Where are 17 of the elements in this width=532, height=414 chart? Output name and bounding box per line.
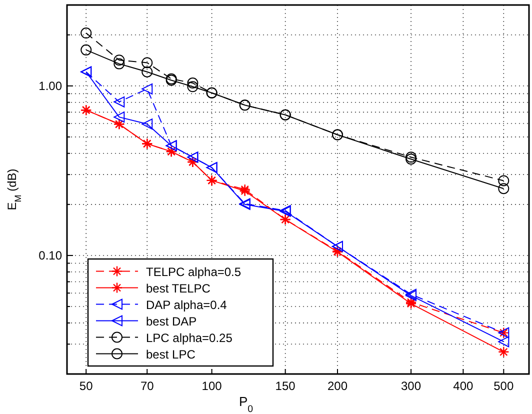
x-tick-label: 300 <box>401 379 422 393</box>
y-tick-label: 1.00 <box>38 78 62 93</box>
legend-label: LPC alpha=0.25 <box>146 330 233 345</box>
x-tick-label: 500 <box>494 379 514 393</box>
x-tick-label: 70 <box>140 379 154 393</box>
x-tick-label: 100 <box>202 379 222 393</box>
x-tick-label: 50 <box>79 379 94 393</box>
legend-label: best LPC <box>146 347 196 362</box>
y-tick-label: 0.10 <box>38 248 62 262</box>
legend-label: DAP alpha=0.4 <box>146 298 228 312</box>
x-axis-title: P$_{0}$ <box>238 394 254 414</box>
x-tick-label: 400 <box>453 379 474 393</box>
x-tick-label: 150 <box>275 379 296 393</box>
legend-label: best TELPC <box>146 281 211 296</box>
legend-label: best DAP <box>146 314 197 328</box>
legend-label: TELPC alpha=0.5 <box>146 264 242 279</box>
x-tick-label: 200 <box>327 379 348 393</box>
